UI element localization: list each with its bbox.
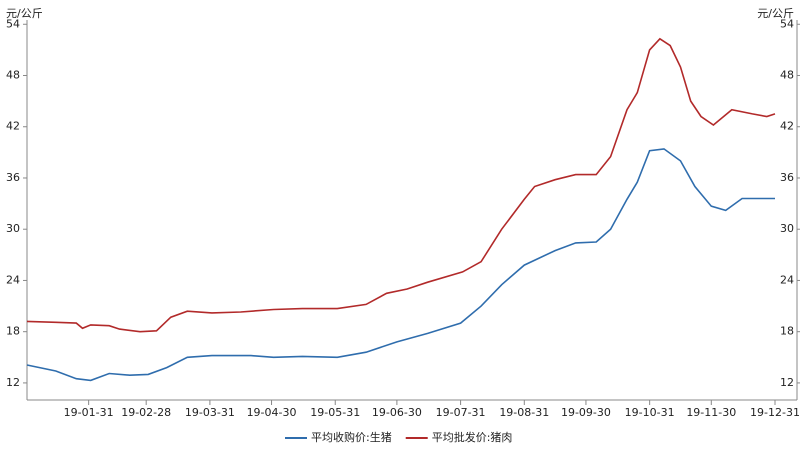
series-line <box>26 37 776 333</box>
x-tick-label: 19-02-28 <box>121 406 171 419</box>
y-tick-label: 18 <box>6 325 20 338</box>
y2-tick-label: 54 <box>780 17 794 30</box>
y-unit-left: 元/公斤 <box>6 7 43 20</box>
legend-label: 平均批发价:猪肉 <box>432 430 513 444</box>
series-line <box>26 148 775 382</box>
y2-tick-label: 36 <box>780 171 794 184</box>
y-tick-label: 36 <box>6 171 20 184</box>
y2-tick-label: 12 <box>780 376 794 389</box>
y-tick-label: 42 <box>6 120 20 133</box>
x-tick-label: 19-10-31 <box>625 406 675 419</box>
y-tick-label: 54 <box>6 17 20 30</box>
y-tick-label: 30 <box>6 222 20 235</box>
x-tick-label: 19-09-30 <box>561 406 611 419</box>
x-tick-label: 19-11-30 <box>686 406 736 419</box>
y-unit-right: 元/公斤 <box>757 7 794 20</box>
y2-tick-label: 48 <box>780 69 794 82</box>
x-tick-label: 19-04-30 <box>247 406 297 419</box>
x-tick-label: 19-12-31 <box>750 406 800 419</box>
y2-tick-label: 42 <box>780 120 794 133</box>
y-tick-label: 24 <box>6 273 20 286</box>
y-tick-label: 12 <box>6 376 20 389</box>
y2-tick-label: 30 <box>780 222 794 235</box>
x-tick-label: 19-08-31 <box>499 406 549 419</box>
x-tick-label: 19-05-31 <box>310 406 360 419</box>
y2-tick-label: 18 <box>780 325 794 338</box>
legend-label: 平均收购价:生猪 <box>311 430 392 444</box>
x-tick-label: 19-03-31 <box>185 406 235 419</box>
x-tick-label: 19-06-30 <box>372 406 422 419</box>
x-tick-label: 19-01-31 <box>64 406 114 419</box>
x-tick-label: 19-07-31 <box>436 406 486 419</box>
y2-tick-label: 24 <box>780 273 794 286</box>
y-tick-label: 48 <box>6 69 20 82</box>
